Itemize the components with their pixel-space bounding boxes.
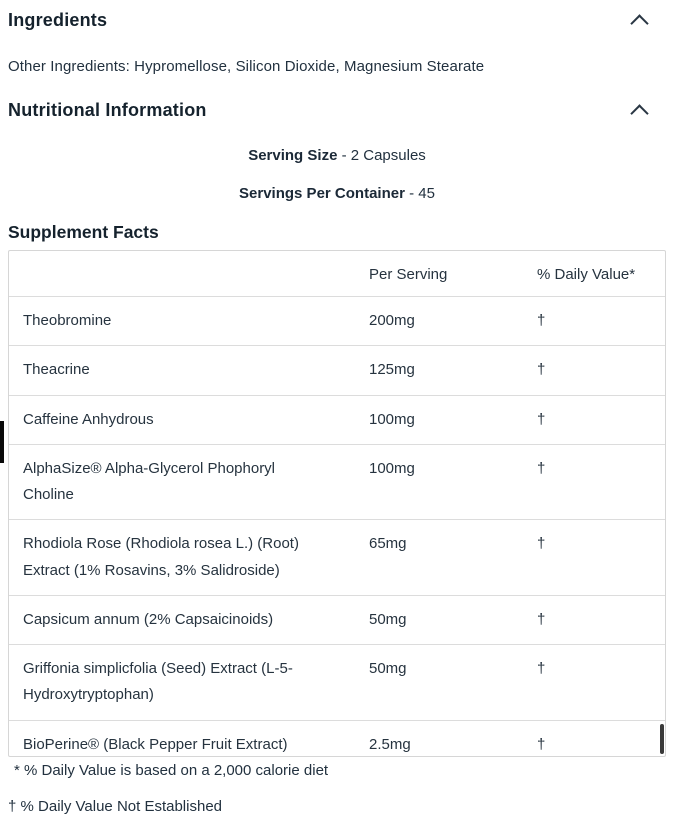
table-row: AlphaSize® Alpha-Glycerol Phophoryl Chol… [9, 444, 665, 520]
table-header-row: Per Serving % Daily Value* [9, 251, 665, 297]
ingredient-name-cell: Griffonia simplicfolia (Seed) Extract (L… [23, 660, 293, 704]
ingredient-name-cell: AlphaSize® Alpha-Glycerol Phophoryl Chol… [23, 459, 276, 503]
table-row: Theobromine 200mg † [9, 297, 665, 346]
ingredients-title: Ingredients [8, 10, 108, 30]
nutrition-accordion-header[interactable]: Nutritional Information [8, 100, 666, 123]
serving-size-line: Serving Size - 2 Capsules [8, 147, 666, 164]
per-serving-cell: 125mg [369, 361, 415, 379]
supplement-facts-table-viewport[interactable]: Per Serving % Daily Value* Theobromine 2… [8, 250, 666, 757]
servings-per-container-label: Servings Per Container [239, 185, 405, 202]
serving-size-label: Serving Size [248, 147, 338, 164]
facts-table-body: Theobromine 200mg † Theacrine 125mg † Ca… [9, 297, 665, 757]
daily-value-cell: † [537, 361, 546, 379]
daily-value-cell: † [537, 312, 546, 329]
per-serving-cell: 200mg [369, 312, 415, 329]
per-serving-cell: 100mg [369, 459, 415, 477]
ingredient-name-cell: Caffeine Anhydrous [23, 410, 154, 428]
daily-value-cell: † [537, 610, 546, 628]
left-edge-marker [0, 421, 4, 463]
ingredient-name-cell: Theobromine [23, 312, 112, 329]
table-row: Capsicum annum (2% Capsaicinoids) 50mg † [9, 595, 665, 645]
table-row: Rhodiola Rose (Rhodiola rosea L.) (Root)… [9, 520, 665, 596]
table-row: BioPerine® (Black Pepper Fruit Extract) … [9, 720, 665, 756]
table-row: Griffonia simplicfolia (Seed) Extract (L… [9, 645, 665, 720]
daily-value-basis-footnote: * % Daily Value is based on a 2,000 calo… [14, 762, 329, 779]
ingredient-column-header [9, 251, 369, 297]
serving-size-value: - 2 Capsules [341, 147, 426, 164]
per-serving-cell: 50mg [369, 610, 407, 628]
daily-value-column-header: % Daily Value* [537, 266, 636, 283]
nutrition-title: Nutritional Information [8, 100, 207, 120]
ingredient-name-cell: Capsicum annum (2% Capsaicinoids) [23, 610, 274, 628]
ingredients-accordion-header[interactable]: Ingredients [8, 10, 666, 33]
daily-value-cell: † [537, 459, 546, 477]
servings-per-container-line: Servings Per Container - 45 [8, 185, 666, 202]
chevron-up-icon[interactable] [630, 13, 649, 33]
per-serving-cell: 50mg [369, 660, 407, 677]
chevron-up-icon[interactable] [630, 103, 649, 123]
table-scrollbar-thumb[interactable] [660, 724, 664, 754]
per-serving-column-header: Per Serving [369, 266, 448, 283]
per-serving-cell: 65mg [369, 535, 407, 553]
table-row: Theacrine 125mg † [9, 346, 665, 395]
supplement-facts-title: Supplement Facts [8, 222, 159, 242]
daily-value-cell: † [537, 735, 546, 753]
supplement-facts-table: Per Serving % Daily Value* Theobromine 2… [9, 251, 665, 757]
daily-value-cell: † [537, 660, 546, 677]
per-serving-cell: 2.5mg [369, 735, 411, 753]
ingredient-name-cell: Rhodiola Rose (Rhodiola rosea L.) (Root)… [23, 535, 299, 579]
per-serving-cell: 100mg [369, 410, 415, 428]
ingredients-section: Ingredients Other Ingredients: Hypromell… [8, 10, 666, 75]
other-ingredients-text: Other Ingredients: Hypromellose, Silicon… [8, 58, 485, 75]
supplement-info-page: Ingredients Other Ingredients: Hypromell… [8, 10, 666, 815]
daily-value-cell: † [537, 410, 546, 428]
ingredient-name-cell: Theacrine [23, 361, 90, 379]
table-row: Caffeine Anhydrous 100mg † [9, 395, 665, 445]
ingredient-name-cell: BioPerine® (Black Pepper Fruit Extract) [23, 735, 288, 753]
servings-per-container-value: - 45 [409, 185, 435, 202]
daily-value-cell: † [537, 535, 546, 553]
not-established-footnote: † % Daily Value Not Established [8, 798, 222, 815]
nutrition-section: Nutritional Information Serving Size - 2… [8, 100, 666, 815]
